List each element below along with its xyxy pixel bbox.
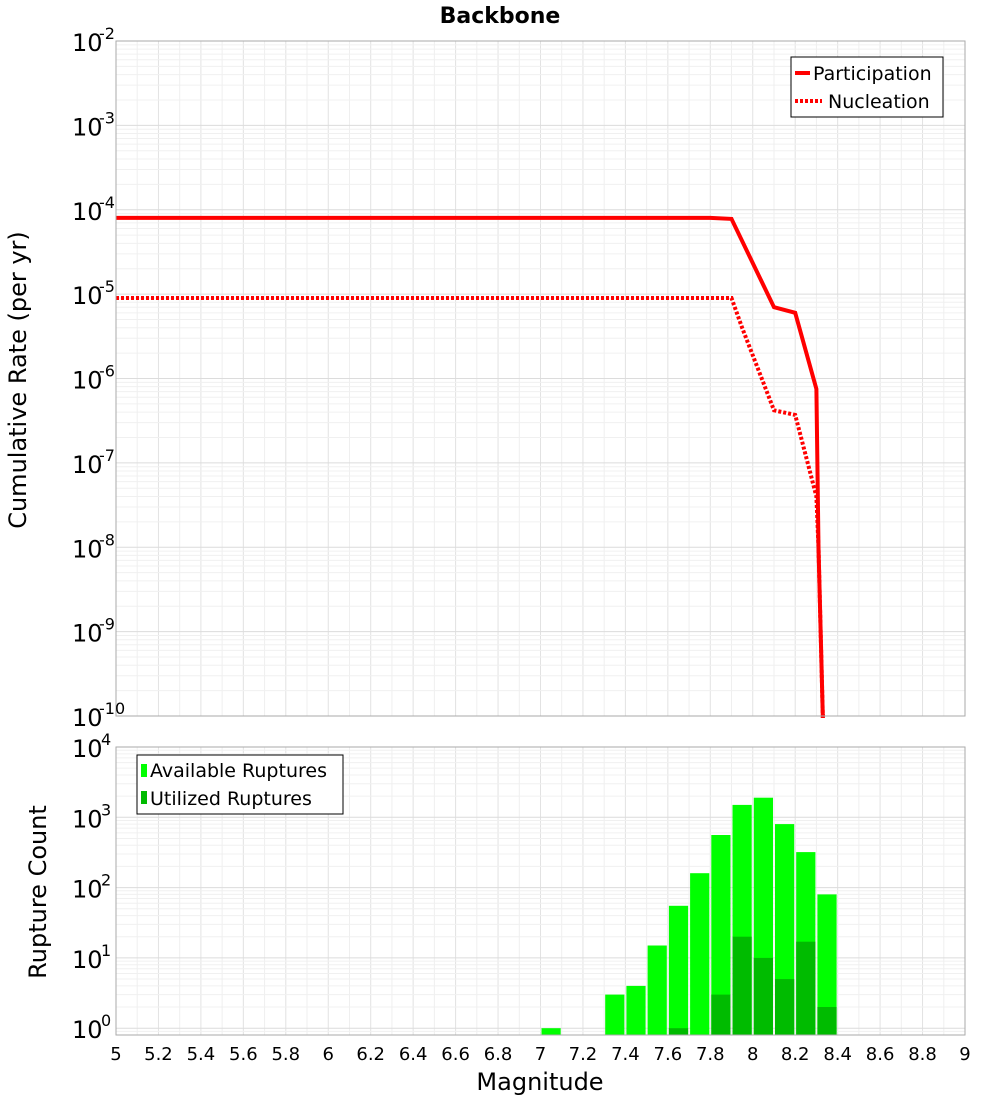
magnitude-x-ticks: 5 5.2 5.4 5.6 5.8 6 6.2 6.4 6.6 6.8 7 7.2 7.4 7.6 7.8 8… <box>110 1044 970 1065</box>
rate-y-tick-label: 10 <box>72 29 103 57</box>
x-tick-label: 8.6 <box>866 1044 895 1065</box>
rate-plot-border <box>115 40 966 717</box>
rate-y-tick-exponent: -3 <box>99 108 115 127</box>
count-y-tick-exponent: 0 <box>101 1011 111 1030</box>
x-tick-label: 5 <box>110 1044 121 1065</box>
rate-y-tick-exponent: -6 <box>99 362 115 381</box>
legend-utilized-label: Utilized Ruptures <box>150 788 312 810</box>
count-y-tick-label: 10 <box>72 805 103 833</box>
x-tick-label: 8.2 <box>781 1044 810 1065</box>
x-tick-label: 5.8 <box>271 1044 300 1065</box>
rate-y-tick-exponent: -4 <box>99 193 115 212</box>
count-y-tick-exponent: 1 <box>101 941 111 960</box>
rate-y-ticks: 10-210-310-410-510-610-710-810-910-10 <box>72 24 125 732</box>
count-y-tick-label: 10 <box>72 876 103 904</box>
rate-y-tick-label: 10 <box>72 367 103 395</box>
rate-y-tick-exponent: -10 <box>99 699 125 718</box>
utilized-ruptures-bar <box>711 994 731 1035</box>
x-tick-label: 7.8 <box>696 1044 725 1065</box>
legend-available-swatch <box>141 764 147 777</box>
available-ruptures-bar <box>605 994 625 1035</box>
rate-y-tick-label: 10 <box>72 198 103 226</box>
x-tick-label: 8 <box>747 1044 758 1065</box>
rate-panel: 10-210-310-410-510-610-710-810-910-10 Cu… <box>4 24 966 732</box>
count-plot-border <box>115 746 966 1036</box>
rate-y-tick-label: 10 <box>72 282 103 310</box>
rate-legend-box <box>790 56 944 118</box>
rate-series <box>116 215 825 718</box>
utilized-ruptures-bar <box>817 1007 837 1035</box>
x-tick-label: 7 <box>535 1044 546 1065</box>
rate-y-tick-exponent: -2 <box>99 24 115 43</box>
chart-title: Backbone <box>440 4 561 29</box>
rate-y-axis-label: Cumulative Rate (per yr) <box>4 231 32 529</box>
available-ruptures-bar <box>626 985 646 1035</box>
available-ruptures-bar <box>668 905 689 1035</box>
legend-nucleation-label: Nucleation <box>828 91 930 113</box>
x-tick-label: 5.4 <box>187 1044 216 1065</box>
rate-y-tick-exponent: -8 <box>99 530 115 549</box>
count-y-tick-exponent: 3 <box>101 800 111 819</box>
x-tick-label: 6.8 <box>484 1044 513 1065</box>
legend-participation-label: Participation <box>813 63 932 85</box>
utilized-ruptures-bar <box>732 936 752 1035</box>
x-axis-label: Magnitude <box>476 1068 603 1096</box>
x-tick-label: 7.4 <box>611 1044 640 1065</box>
utilized-ruptures-bar <box>668 1028 689 1035</box>
legend-utilized-swatch <box>141 791 147 804</box>
count-y-tick-label: 10 <box>72 735 103 763</box>
available-ruptures-bar <box>541 1028 561 1035</box>
count-legend: Available Ruptures Utilized Ruptures <box>136 754 344 815</box>
x-tick-label: 6 <box>323 1044 334 1065</box>
available-ruptures-bar <box>647 945 667 1035</box>
x-tick-label: 8.4 <box>823 1044 852 1065</box>
x-tick-label: 6.4 <box>399 1044 428 1065</box>
x-tick-label: 6.6 <box>441 1044 470 1065</box>
x-tick-label: 8.8 <box>908 1044 937 1065</box>
count-bars <box>541 797 837 1035</box>
count-y-axis-label: Rupture Count <box>24 805 52 979</box>
rate-y-tick-label: 10 <box>72 704 103 732</box>
count-legend-box <box>136 754 344 815</box>
series-line-nucleation <box>116 296 825 718</box>
available-ruptures-bar <box>690 873 710 1035</box>
count-y-tick-label: 10 <box>72 1016 103 1044</box>
count-y-tick-exponent: 2 <box>101 871 111 890</box>
count-y-tick-exponent: 4 <box>101 730 111 749</box>
series-line-participation <box>116 215 825 718</box>
rate-y-tick-exponent: -7 <box>99 446 115 465</box>
x-tick-label: 7.2 <box>569 1044 598 1065</box>
x-tick-label: 5.2 <box>144 1044 173 1065</box>
rate-y-tick-label: 10 <box>72 451 103 479</box>
x-tick-label: 6.2 <box>356 1044 385 1065</box>
rate-y-tick-exponent: -5 <box>99 277 115 296</box>
x-tick-label: 7.6 <box>654 1044 683 1065</box>
x-tick-label: 9 <box>959 1044 970 1065</box>
rate-y-tick-label: 10 <box>72 113 103 141</box>
utilized-ruptures-bar <box>753 957 773 1035</box>
rate-y-tick-exponent: -9 <box>99 615 115 634</box>
utilized-ruptures-bar <box>775 979 795 1035</box>
available-ruptures-bar <box>817 894 837 1035</box>
x-tick-label: 5.6 <box>229 1044 258 1065</box>
available-ruptures-bar <box>711 835 731 1035</box>
rate-legend: Participation Nucleation <box>790 56 944 118</box>
rate-y-tick-label: 10 <box>72 535 103 563</box>
rate-y-tick-label: 10 <box>72 620 103 648</box>
count-y-tick-label: 10 <box>72 946 103 974</box>
utilized-ruptures-bar <box>796 941 816 1035</box>
legend-available-label: Available Ruptures <box>150 760 327 782</box>
rate-grid <box>115 41 966 717</box>
